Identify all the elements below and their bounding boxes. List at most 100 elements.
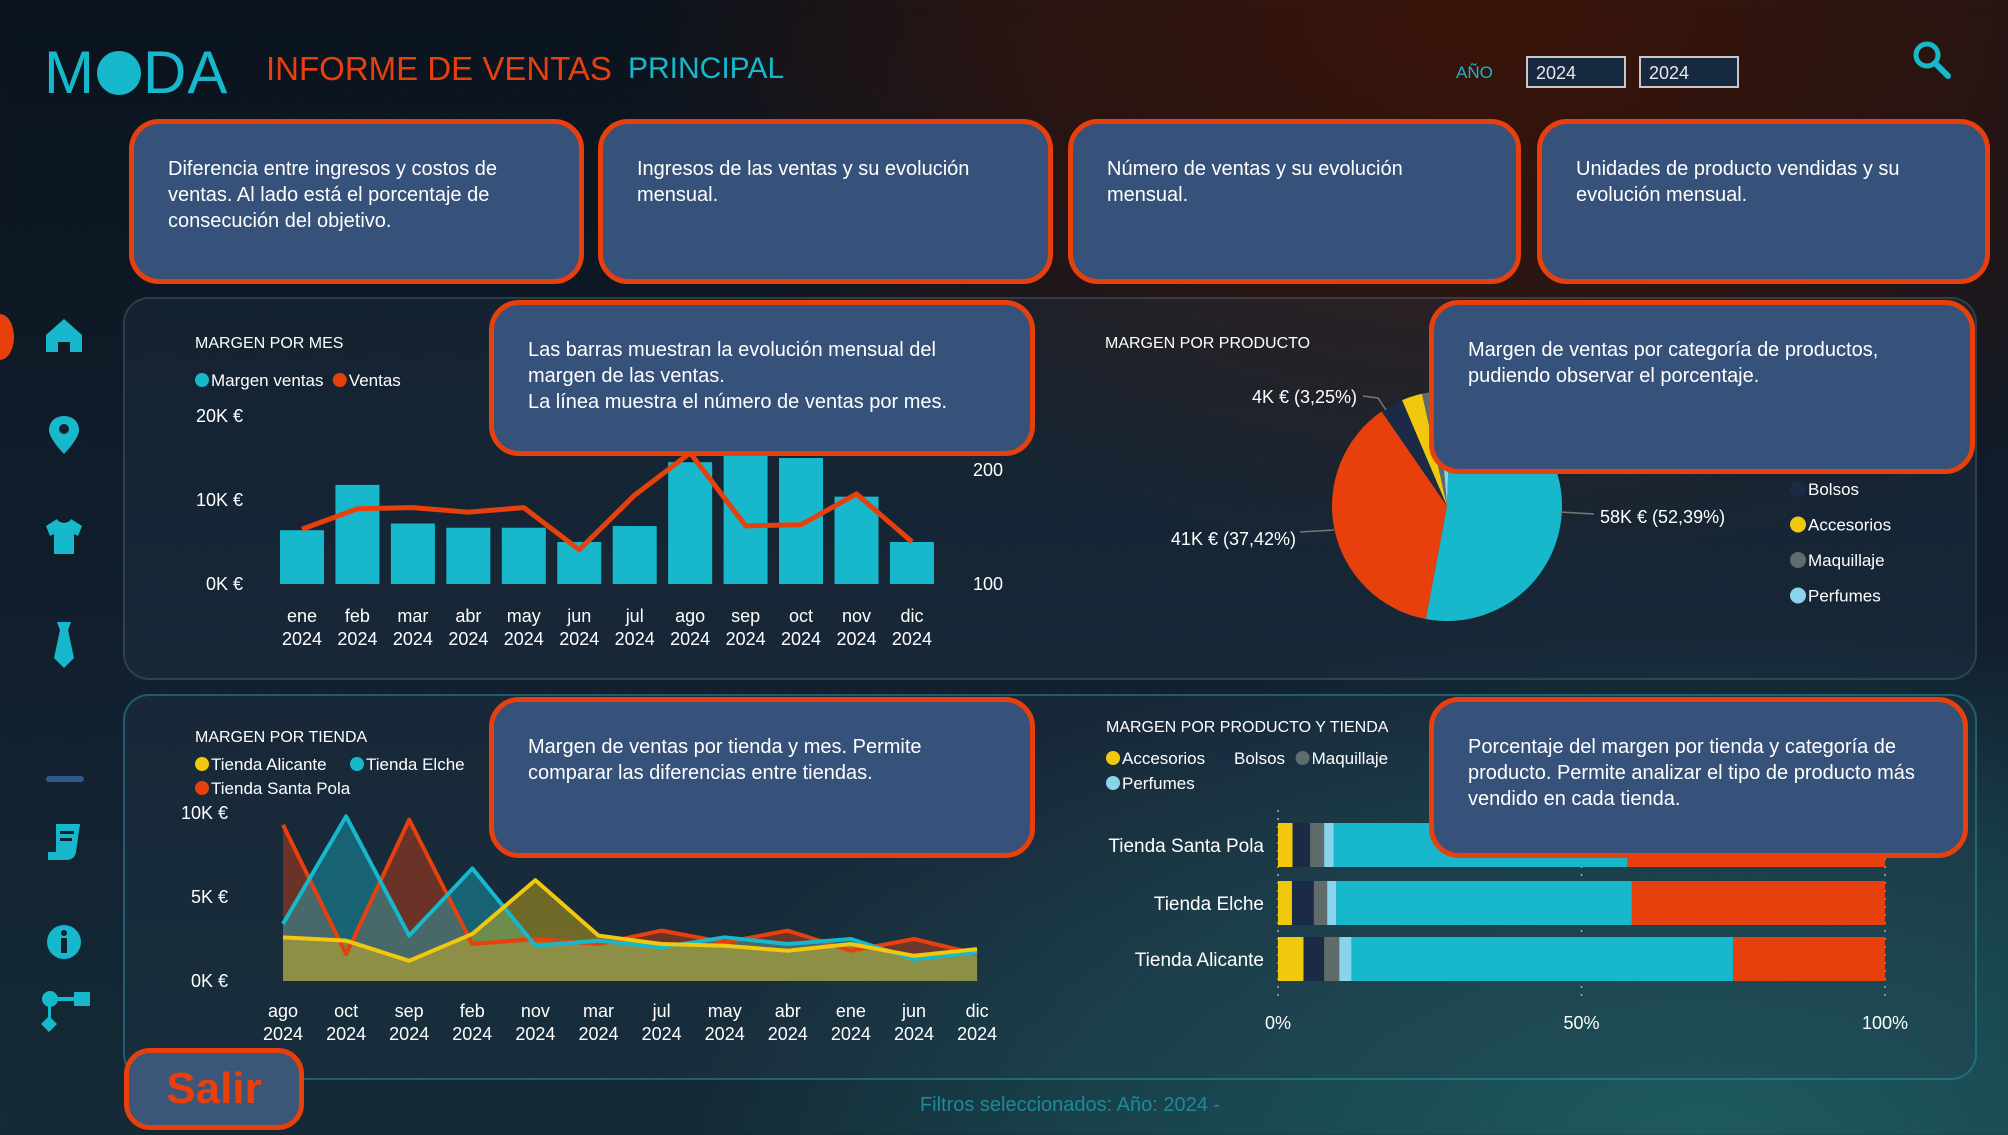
tooltip-margen-producto-tienda: Porcentaje del margen por tienda y categ… bbox=[1429, 697, 1968, 858]
x-tick-label: dic bbox=[900, 606, 923, 626]
margen-tienda-legend-label: Tienda Elche bbox=[366, 755, 465, 774]
bar-margen-3 bbox=[446, 527, 491, 584]
x-tick-label: abr bbox=[775, 1001, 801, 1021]
stacked-segment bbox=[1313, 881, 1328, 925]
report-title: INFORME DE VENTAS bbox=[266, 50, 612, 87]
x-tick-label: 2024 bbox=[393, 629, 433, 649]
y-tick-label: 0K € bbox=[206, 574, 243, 594]
y-tick-label: 10K € bbox=[196, 490, 243, 510]
logo-o-dot bbox=[96, 50, 141, 95]
x-tick-label: 2024 bbox=[768, 1024, 808, 1044]
y-tick-label: 20K € bbox=[196, 406, 243, 426]
line-0 bbox=[282, 878, 978, 963]
producto-tienda-legend-label: Bolsos bbox=[1234, 749, 1285, 768]
producto-tienda-legend-marker bbox=[1106, 751, 1120, 765]
pie-leader bbox=[1559, 511, 1595, 515]
pie-slice-2 bbox=[1381, 400, 1447, 506]
tooltip-margen-por-mes: Las barras muestran la evolución mensual… bbox=[489, 300, 1035, 456]
x-tick-label: feb bbox=[345, 606, 370, 626]
line-1 bbox=[281, 814, 978, 962]
stacked-segment bbox=[1303, 937, 1325, 981]
x-tick-label: mar bbox=[583, 1001, 614, 1021]
x-tick-label: 2024 bbox=[578, 1024, 618, 1044]
x-tick-label: 2024 bbox=[705, 1024, 745, 1044]
x-tick-label: mar bbox=[397, 606, 428, 626]
info-icon[interactable] bbox=[44, 922, 84, 962]
x-tick-label: 2024 bbox=[389, 1024, 429, 1044]
bar-margen-11 bbox=[889, 542, 934, 584]
tooltip-kpi-margen: Diferencia entre ingresos y costos de ve… bbox=[129, 119, 584, 284]
bar-margen-7 bbox=[668, 462, 713, 584]
y2-tick-label: 200 bbox=[973, 460, 1003, 480]
y-tick-label: 10K € bbox=[181, 803, 228, 823]
producto-tienda-legend-marker bbox=[1218, 751, 1232, 765]
tooltip-margen-por-producto: Margen de ventas por categoría de produc… bbox=[1429, 300, 1975, 474]
y-category-label: Tienda Elche bbox=[1154, 894, 1264, 915]
x-tick-label: ene bbox=[836, 1001, 866, 1021]
x-tick-label: jun bbox=[901, 1001, 926, 1021]
map-pin-icon[interactable] bbox=[44, 414, 84, 454]
pie-slice-1 bbox=[1331, 411, 1447, 620]
margen-tienda-legend-marker bbox=[195, 781, 209, 795]
x-tick-label: sep bbox=[395, 1001, 424, 1021]
stacked-segment bbox=[1327, 881, 1337, 925]
chart-title: MARGEN POR MES bbox=[195, 335, 343, 352]
exit-button[interactable]: Salir bbox=[124, 1048, 304, 1130]
pie-data-label: 4K € (3,25%) bbox=[1252, 387, 1357, 407]
scroll-icon[interactable] bbox=[44, 822, 84, 862]
year-to-input[interactable]: 2024 bbox=[1639, 56, 1739, 88]
x-tick-label: 2024 bbox=[615, 629, 655, 649]
margen-tienda-legend-marker bbox=[195, 757, 209, 771]
pie-legend-label: Perfumes bbox=[1808, 587, 1881, 606]
x-tick-label: may bbox=[507, 606, 541, 626]
x-tick-label: 2024 bbox=[726, 629, 766, 649]
x-tick-label: jul bbox=[625, 606, 644, 626]
logo-da: DA bbox=[142, 39, 229, 106]
x-tick-label: 50% bbox=[1563, 1013, 1599, 1033]
flowchart-icon[interactable] bbox=[38, 990, 92, 1036]
x-tick-label: ago bbox=[268, 1001, 298, 1021]
pie-leader bbox=[1362, 395, 1387, 411]
x-tick-label: nov bbox=[521, 1001, 550, 1021]
stacked-segment bbox=[1631, 881, 1885, 925]
x-tick-label: ago bbox=[675, 606, 705, 626]
x-tick-label: 2024 bbox=[892, 629, 932, 649]
line-ventas bbox=[301, 450, 914, 553]
x-tick-label: jul bbox=[652, 1001, 671, 1021]
x-tick-label: dic bbox=[966, 1001, 989, 1021]
x-tick-label: 2024 bbox=[515, 1024, 555, 1044]
x-tick-label: 100% bbox=[1862, 1013, 1908, 1033]
x-tick-label: 2024 bbox=[836, 629, 876, 649]
x-tick-label: 2024 bbox=[957, 1024, 997, 1044]
pie-legend-marker bbox=[1790, 516, 1806, 533]
tie-icon[interactable] bbox=[44, 620, 84, 670]
y-tick-label: 5K € bbox=[191, 887, 228, 907]
pie-leader bbox=[1299, 529, 1335, 533]
y2-tick-label: 100 bbox=[973, 574, 1003, 594]
x-tick-label: 2024 bbox=[452, 1024, 492, 1044]
x-tick-label: 2024 bbox=[263, 1024, 303, 1044]
year-filter-label: AÑO bbox=[1456, 63, 1493, 82]
x-tick-label: 2024 bbox=[831, 1024, 871, 1044]
x-tick-label: may bbox=[708, 1001, 742, 1021]
sidebar-divider bbox=[46, 776, 84, 782]
x-tick-label: 2024 bbox=[504, 629, 544, 649]
year-from-input[interactable]: 2024 bbox=[1526, 56, 1626, 88]
producto-tienda-legend-label: Accesorios bbox=[1122, 749, 1205, 768]
x-tick-label: oct bbox=[334, 1001, 358, 1021]
search-icon[interactable] bbox=[1910, 38, 1954, 82]
stacked-segment bbox=[1291, 881, 1314, 925]
x-tick-label: 0% bbox=[1265, 1013, 1291, 1033]
pie-legend-label: Bolsos bbox=[1808, 480, 1859, 499]
y-tick-label: 0K € bbox=[191, 971, 228, 991]
x-tick-label: 2024 bbox=[448, 629, 488, 649]
page-subtitle[interactable]: PRINCIPAL bbox=[628, 52, 785, 85]
pie-legend-marker bbox=[1790, 481, 1806, 497]
margen-mes-legend-marker bbox=[332, 373, 347, 387]
stacked-segment bbox=[1278, 937, 1304, 981]
x-tick-label: ene bbox=[287, 606, 317, 626]
pie-data-label: 58K € (52,39%) bbox=[1600, 507, 1725, 527]
home-icon[interactable] bbox=[44, 316, 84, 356]
shirt-icon[interactable] bbox=[44, 516, 84, 556]
stacked-segment bbox=[1278, 823, 1293, 867]
